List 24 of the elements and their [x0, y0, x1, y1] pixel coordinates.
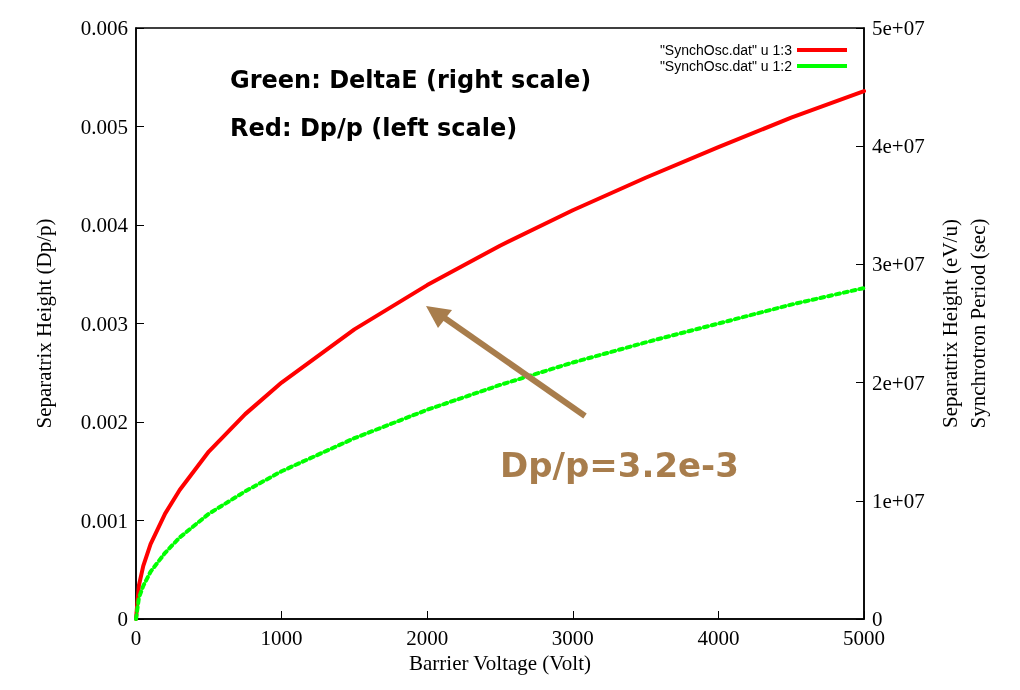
y-tick-label: 0.003 — [80, 311, 128, 336]
x-tick-label: 1000 — [260, 625, 303, 650]
y2-tick-label: 2e+07 — [872, 370, 925, 395]
y-tick-label: 0.002 — [80, 410, 128, 434]
legend-label: "SynchOsc.dat" u 1:2 — [659, 58, 793, 74]
y-tick-label: 0 — [117, 607, 128, 631]
annotation: Red: Dp/p (left scale) — [230, 114, 518, 142]
x-tick-label: 3000 — [551, 625, 594, 650]
x-tick-label: 2000 — [406, 625, 449, 650]
x-axis-title: Barrier Voltage (Volt) — [409, 651, 591, 676]
y-axis-title: Separatrix Height (Dp/p) — [31, 218, 56, 429]
y2-tick-label: 1e+07 — [872, 488, 925, 513]
annotation: Green: DeltaE (right scale) — [230, 66, 592, 94]
y2-tick-label: 3e+07 — [872, 252, 925, 277]
annotation: Dp/p=3.2e-3 — [500, 445, 739, 485]
y-tick-label: 0.001 — [80, 508, 128, 533]
y2-tick-label: 5e+07 — [872, 16, 925, 40]
y-tick-label: 0.005 — [80, 114, 128, 139]
y-tick-label: 0.006 — [80, 16, 128, 40]
y2-axis-title: Separatrix Height (eV/u) Synchrotron Period (sec) — [938, 218, 990, 429]
y2-tick-label: 4e+07 — [872, 134, 925, 159]
y-tick-label: 0.004 — [80, 213, 129, 237]
x-tick-label: 4000 — [697, 625, 740, 650]
legend-label: "SynchOsc.dat" u 1:3 — [659, 42, 793, 58]
